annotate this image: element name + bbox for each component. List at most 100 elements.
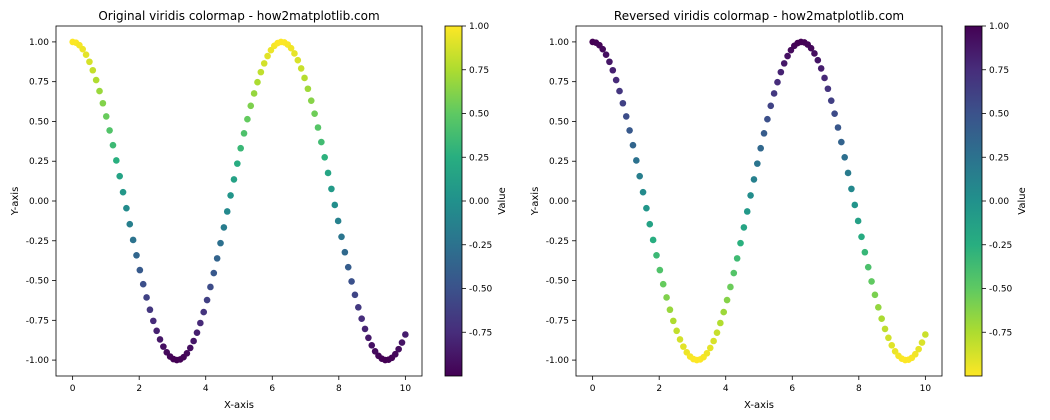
- scatter-point: [754, 160, 761, 167]
- scatter-points: [69, 38, 409, 364]
- scatter-point: [639, 188, 647, 196]
- scatter-point: [186, 344, 194, 352]
- y-tick-label: 0.50: [549, 117, 569, 127]
- scatter-point: [291, 50, 298, 57]
- scatter-point: [888, 341, 896, 349]
- scatter-point: [659, 280, 667, 288]
- scatter-point: [207, 283, 214, 291]
- scatter-point: [713, 329, 721, 336]
- scatter-point: [358, 315, 365, 323]
- scatter-point: [727, 283, 734, 291]
- scatter-point: [656, 266, 664, 274]
- scatter-point: [646, 220, 654, 228]
- scatter-point: [264, 52, 271, 60]
- scatter-point: [733, 255, 741, 262]
- x-axis: 0 2 4 6 8 10 X-axis: [590, 376, 931, 411]
- scatter-point: [294, 56, 302, 64]
- x-tick-label: 6: [269, 384, 275, 394]
- x-tick-label: 2: [656, 384, 662, 394]
- y-tick-label: 0.75: [29, 78, 49, 88]
- scatter-point: [341, 248, 349, 256]
- y-tick-label: 1.00: [29, 38, 49, 48]
- colorbar-label: Value: [497, 187, 508, 214]
- scatter-point: [750, 176, 758, 183]
- y-tick-label: -0.25: [546, 237, 569, 247]
- scatter-point: [116, 172, 123, 180]
- colorbar-tick-label: -0.50: [469, 285, 493, 295]
- scatter-point: [885, 334, 892, 342]
- x-tick-label: 6: [789, 384, 795, 394]
- scatter-point: [817, 65, 825, 72]
- colorbar: 1.00 0.75 0.50 0.25 0.00 -0.25 -0.50 -0.75 Valu…: [964, 22, 1028, 377]
- scatter-point: [841, 154, 848, 161]
- scatter-point: [304, 85, 312, 93]
- scatter-point: [156, 336, 164, 343]
- scatter-point: [136, 266, 144, 274]
- scatter-point: [361, 325, 369, 333]
- scatter-point: [622, 113, 630, 120]
- scatter-point: [649, 236, 657, 244]
- scatter-point: [670, 317, 677, 325]
- scatter-point: [213, 255, 221, 262]
- scatter-point: [402, 331, 409, 338]
- colorbar-tick-label: 1.00: [469, 22, 489, 32]
- colorbar: 1.00 0.75 0.50 0.25 0.00 -0.25 -0.50 -0.75 Valu…: [444, 22, 508, 377]
- scatter-point: [831, 110, 838, 117]
- scatter-point: [774, 78, 781, 86]
- scatter-point: [126, 220, 134, 228]
- scatter-point: [398, 339, 406, 346]
- scatter-point: [871, 291, 879, 299]
- scatter-point: [123, 204, 130, 212]
- scatter-point: [780, 60, 788, 67]
- scatter-point: [636, 172, 643, 180]
- scatter-point: [673, 327, 680, 335]
- scatter-point: [193, 329, 201, 336]
- scatter-point: [307, 97, 315, 104]
- scatter-point: [599, 45, 607, 53]
- scatter-point: [365, 334, 372, 342]
- scatter-point: [150, 317, 157, 325]
- scatter-point: [653, 252, 660, 259]
- scatter-point: [254, 78, 261, 86]
- colorbar-tick-label: 0.25: [989, 153, 1009, 163]
- colorbar-tick-label: 0.00: [989, 197, 1009, 207]
- scatter-point: [82, 51, 90, 59]
- scatter-point: [301, 74, 308, 82]
- scatter-point: [807, 44, 815, 52]
- scatter-point: [616, 87, 623, 95]
- scatter-point: [747, 192, 754, 199]
- scatter-point: [875, 304, 882, 311]
- scatter-point: [146, 306, 154, 314]
- y-axis-label: Y-axis: [530, 187, 541, 217]
- y-tick-label: 0.50: [29, 117, 49, 127]
- scatter-point: [129, 236, 137, 244]
- scatter-point: [230, 176, 238, 183]
- scatter-point: [220, 224, 228, 231]
- x-axis-label: X-axis: [744, 400, 774, 411]
- scatter-point: [915, 345, 922, 353]
- scatter-point: [371, 348, 379, 355]
- scatter-point: [878, 315, 885, 323]
- scatter-point: [666, 306, 674, 314]
- x-tick-label: 10: [400, 384, 412, 394]
- scatter-point: [861, 248, 869, 256]
- scatter-point: [355, 304, 362, 311]
- scatter-point: [710, 337, 717, 345]
- scatter-point: [334, 217, 342, 225]
- x-tick-label: 2: [136, 384, 142, 394]
- scatter-point: [143, 294, 150, 301]
- colorbar-tick-label: -0.75: [989, 328, 1012, 338]
- scatter-point: [79, 45, 87, 53]
- scatter-point: [203, 296, 211, 304]
- scatter-point: [348, 278, 355, 285]
- scatter-point: [106, 127, 113, 134]
- x-tick-label: 0: [590, 384, 596, 394]
- scatter-point: [891, 348, 899, 355]
- scatter-point: [764, 115, 771, 123]
- y-tick-label: -0.50: [26, 277, 50, 287]
- scatter-point: [96, 87, 103, 95]
- scatter-point: [197, 319, 204, 327]
- y-tick-label: -0.75: [26, 316, 49, 326]
- x-tick-label: 4: [203, 384, 209, 394]
